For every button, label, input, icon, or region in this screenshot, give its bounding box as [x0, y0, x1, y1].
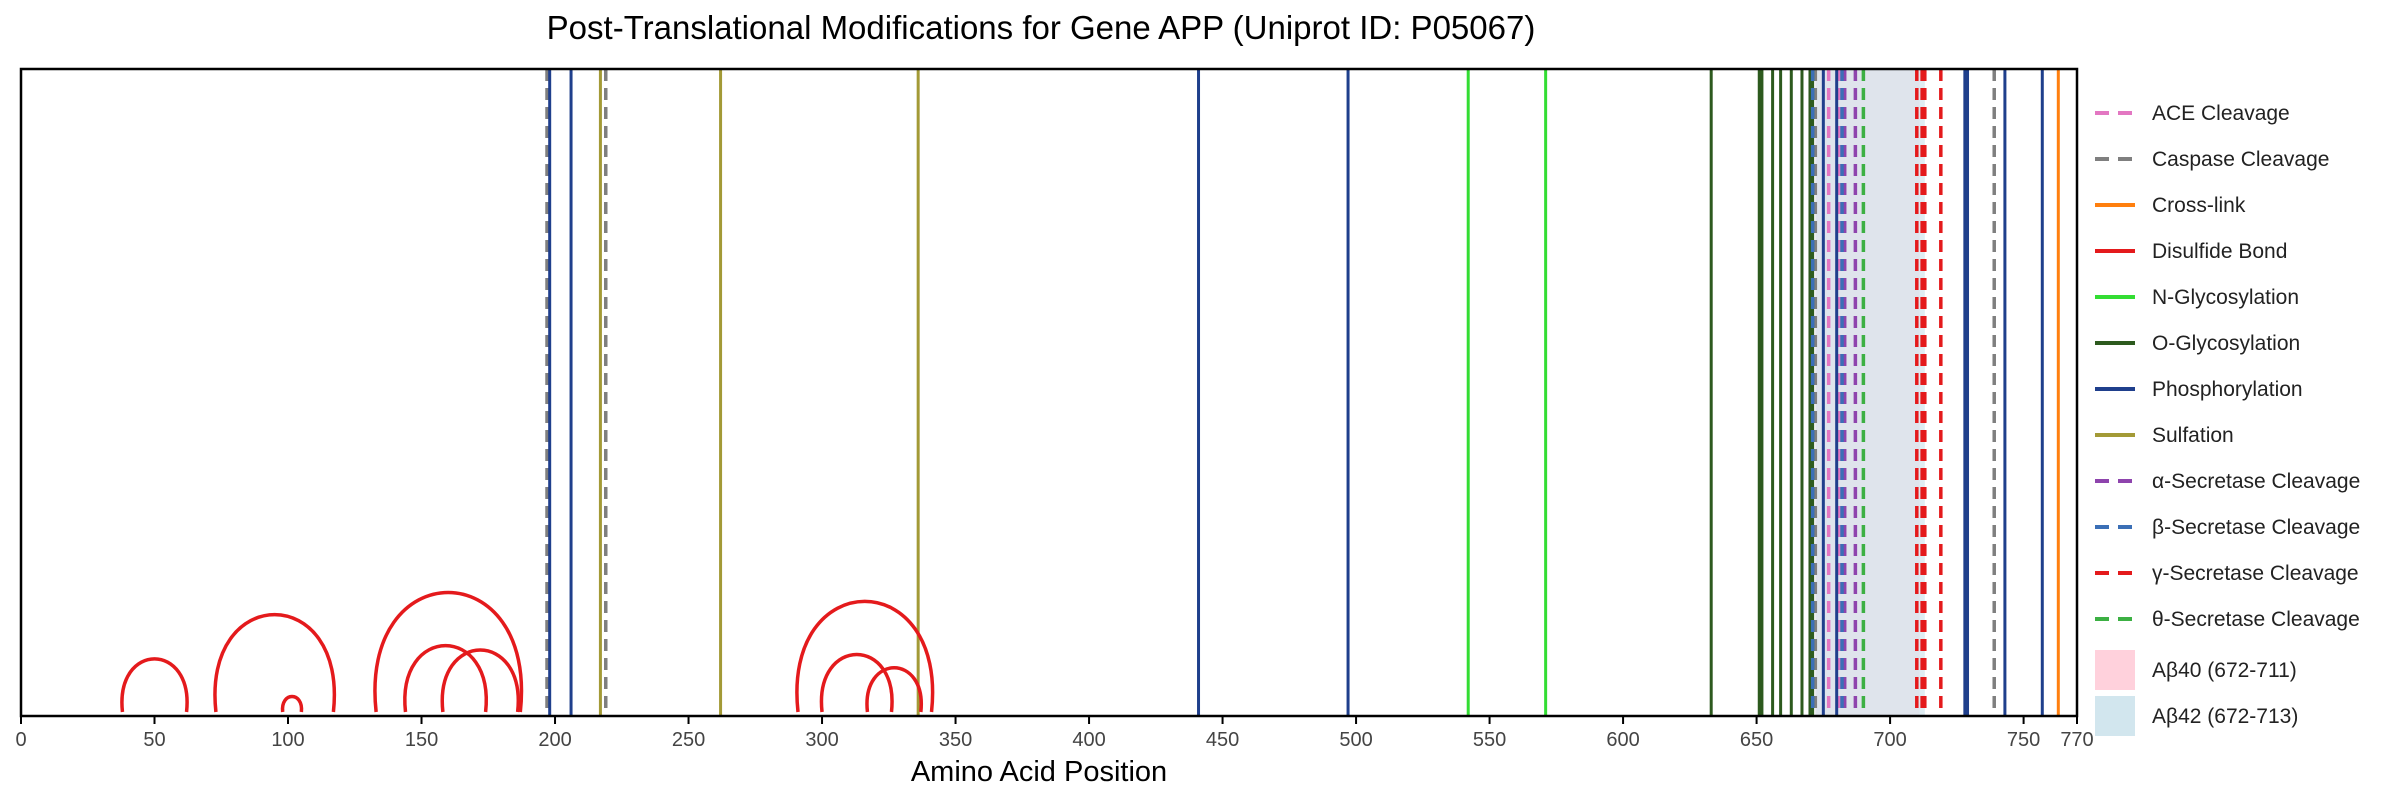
x-tick-label: 50 — [143, 729, 165, 751]
x-tick-label: 400 — [1072, 729, 1105, 751]
x-tick-label: 650 — [1740, 729, 1773, 751]
x-tick-label: 500 — [1339, 729, 1372, 751]
x-tick-label: 150 — [405, 729, 438, 751]
legend-label-disulfide-bond: Disulfide Bond — [2152, 240, 2287, 263]
x-tick-label: 770 — [2060, 729, 2093, 751]
disulfide-bond-arc — [120, 657, 189, 713]
legend-label-phosphorylation: Phosphorylation — [2152, 378, 2303, 401]
disulfide-bond-arc — [403, 644, 488, 713]
x-tick-label: 550 — [1473, 729, 1506, 751]
legend-label-abeta42-672-713: Aβ42 (672-713) — [2152, 705, 2298, 728]
x-tick-label: 700 — [1873, 729, 1906, 751]
legend-label-cross-link: Cross-link — [2152, 194, 2246, 217]
legend-swatch-abeta40-672-711 — [2095, 650, 2135, 690]
region-layer — [1815, 69, 1925, 716]
plot-frame — [19, 67, 2079, 718]
modification-lines-layer — [545, 69, 2060, 716]
legend: ACE Cleavage Caspase Cleavage Cross-link Di… — [2095, 102, 2360, 736]
x-tick-label: 0 — [15, 729, 26, 751]
disulfide-bond-arc — [819, 652, 894, 713]
x-tick-label: 750 — [2007, 729, 2040, 751]
legend-label-n-glycosylation: N-Glycosylation — [2152, 286, 2299, 309]
x-tick-label: 250 — [672, 729, 705, 751]
x-tick-label: 350 — [939, 729, 972, 751]
x-axis-ticks: 0 50 100 150 200 250 300 350 400 450 500 550 600 650 7… — [15, 716, 2094, 751]
disulfide-bond-arc — [213, 613, 337, 713]
disulfide-bond-arc — [440, 648, 520, 713]
x-tick-label: 450 — [1206, 729, 1239, 751]
x-tick-label: 600 — [1606, 729, 1639, 751]
legend-label-ace-cleavage: ACE Cleavage — [2152, 102, 2290, 125]
disulfide-bond-layer — [120, 590, 935, 713]
chart-title: Post-Translational Modifications for Gen… — [547, 9, 1536, 46]
legend-swatch-abeta42-672-713 — [2095, 696, 2135, 736]
x-axis-label: Amino Acid Position — [911, 756, 1167, 788]
legend-label-alpha-secretase-cleavage: α-Secretase Cleavage — [2152, 470, 2360, 493]
disulfide-bond-arc — [373, 590, 524, 713]
disulfide-bond-arc — [865, 666, 923, 713]
x-tick-label: 100 — [271, 729, 304, 751]
x-tick-label: 300 — [805, 729, 838, 751]
disulfide-bond-arc — [280, 694, 304, 713]
legend-label-o-glycosylation: O-Glycosylation — [2152, 332, 2300, 355]
legend-label-theta-secretase-cleavage: θ-Secretase Cleavage — [2152, 608, 2360, 631]
legend-label-sulfation: Sulfation — [2152, 424, 2234, 447]
legend-label-gamma-secretase-cleavage: γ-Secretase Cleavage — [2152, 562, 2359, 585]
legend-label-beta-secretase-cleavage: β-Secretase Cleavage — [2152, 516, 2360, 539]
legend-label-caspase-cleavage: Caspase Cleavage — [2152, 148, 2329, 171]
x-tick-label: 200 — [538, 729, 571, 751]
region-abeta42-672-713 — [1815, 69, 1925, 716]
legend-label-abeta40-672-711: Aβ40 (672-711) — [2152, 659, 2297, 682]
disulfide-bond-arc — [795, 599, 935, 713]
